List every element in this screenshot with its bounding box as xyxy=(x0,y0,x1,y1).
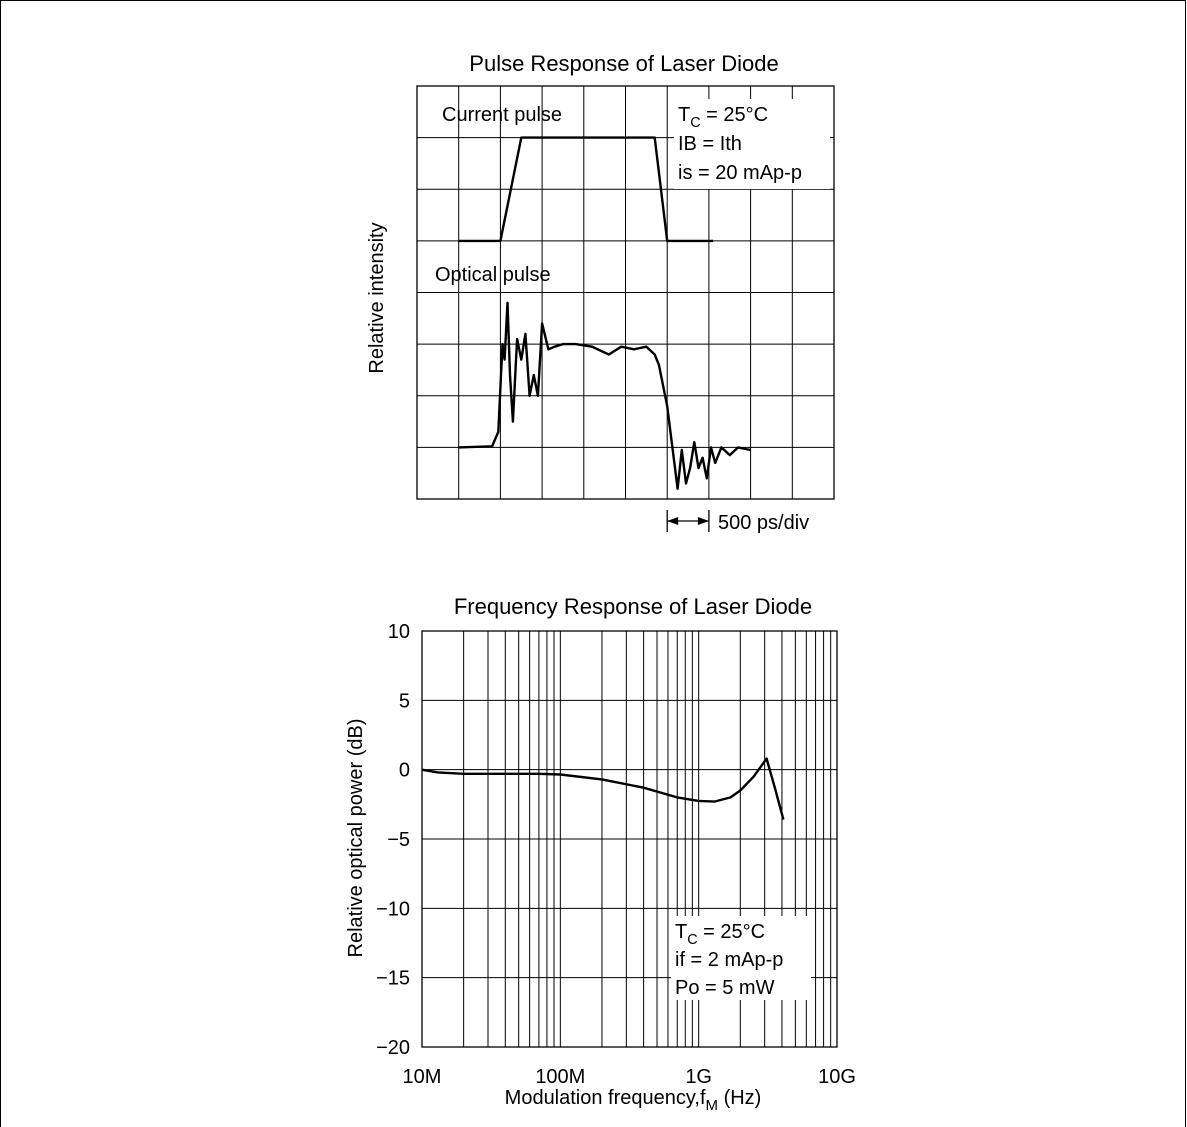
frequency-chart-x-tick-labels: 10M 100M 1G 10G xyxy=(403,1066,856,1088)
current-pulse-line xyxy=(458,136,714,243)
optical-pulse-line xyxy=(458,301,751,490)
x-tick-label: 10G xyxy=(818,1066,856,1088)
frequency-chart-series xyxy=(421,757,785,820)
x-tick-label: 10M xyxy=(403,1066,442,1088)
y-tick-label: −5 xyxy=(387,829,410,851)
time-scale-label: 500 ps/div xyxy=(718,512,809,534)
pulse-chart-plot-area xyxy=(416,85,835,500)
y-tick-label: 5 xyxy=(399,690,410,712)
y-tick-label: 0 xyxy=(399,760,410,782)
scale-arrow-right xyxy=(697,517,709,525)
scale-arrow-left xyxy=(667,517,679,525)
frequency-chart-plot-area xyxy=(421,630,838,1048)
annotation-line: TC = 25°C xyxy=(678,104,768,131)
pulse-chart-y-axis-label: Relative intensity xyxy=(366,222,388,373)
pulse-chart-annotations: TC = 25°CIB = Ith is = 20 mAp-p xyxy=(674,99,830,189)
current-pulse-label: Current pulse xyxy=(442,104,562,126)
frequency-chart-y-axis-label: Relative optical power (dB) xyxy=(345,719,367,958)
annotation-background xyxy=(674,99,830,189)
pulse-chart-title: Pulse Response of Laser Diode xyxy=(469,51,778,76)
pulse-chart-series xyxy=(458,136,751,490)
annotation-line: IB = Ith xyxy=(678,133,742,155)
frequency-chart-x-axis-label: Modulation frequency,fM (Hz) xyxy=(505,1087,762,1114)
frequency-chart-annotations: TC = 25°Cif = 2 mAp-p Po = 5 mW xyxy=(671,916,811,1000)
frequency-chart-y-tick-labels: 10 5 0 −5 −10 −15 −20 xyxy=(376,621,410,1059)
annotation-line: is = 20 mAp-p xyxy=(678,162,802,184)
optical-pulse-label: Optical pulse xyxy=(435,264,551,286)
frequency-response-line xyxy=(421,757,785,820)
annotation-background xyxy=(671,916,811,1000)
x-tick-label: 100M xyxy=(535,1066,585,1088)
y-tick-label: 10 xyxy=(388,621,410,643)
annotation-line: Po = 5 mW xyxy=(675,977,775,999)
time-scale-indicator: 500 ps/div xyxy=(666,510,809,534)
y-tick-label: −20 xyxy=(376,1037,410,1059)
annotation-line: if = 2 mAp-p xyxy=(675,949,783,971)
y-tick-label: −15 xyxy=(376,968,410,990)
frequency-chart-title: Frequency Response of Laser Diode xyxy=(454,594,812,619)
frequency-chart-grid xyxy=(422,631,837,1047)
x-tick-label: 1G xyxy=(685,1066,712,1088)
annotation-line: TC = 25°C xyxy=(675,921,765,948)
y-tick-label: −10 xyxy=(376,898,410,920)
